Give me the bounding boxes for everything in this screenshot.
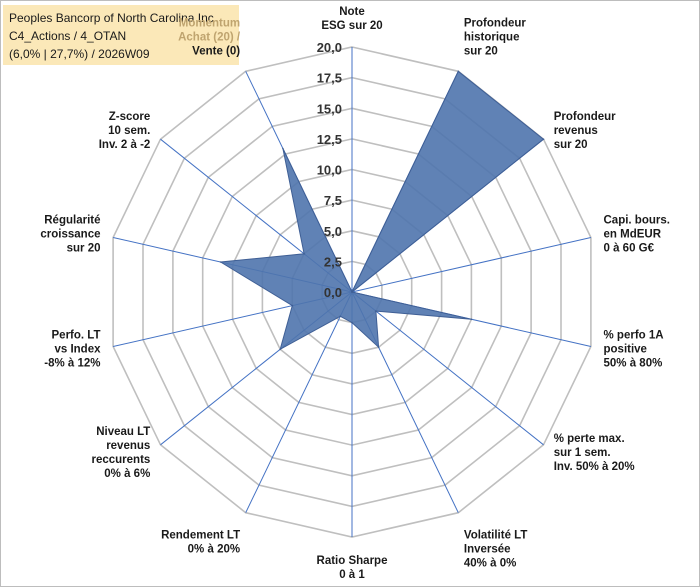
axis-label-line: Inv. 50% à 20%	[554, 461, 635, 473]
axis-label-line: 40% à 0%	[464, 557, 516, 569]
tick-label: 12,5	[317, 132, 342, 147]
axis-label: Note ESG sur 20	[321, 6, 382, 32]
axis-label-line: 50% à 80%	[604, 357, 663, 369]
period-label: (6,0% | 27,7%) / 2026W09	[9, 47, 150, 61]
data-point	[303, 253, 305, 255]
data-point	[375, 310, 377, 312]
data-point	[282, 147, 284, 150]
axis-label: % perfo 1A positive 50% à 80%	[604, 329, 664, 369]
axis-label: Volatilité LT Inversée 40% à 0%	[464, 529, 527, 569]
axis-label-line: Achat (20) /	[178, 32, 241, 44]
axis-label-line: sur 1 sem.	[554, 447, 611, 459]
axis-label-line: Inv. 2 à -2	[99, 139, 151, 151]
data-point	[339, 315, 342, 318]
axis-label-line: % perte max.	[554, 433, 625, 445]
axis-label-line: sur 20	[554, 139, 588, 151]
axis-label: % perte max. sur 1 sem. Inv. 50% à 20%	[554, 433, 635, 473]
axis-spoke	[245, 291, 353, 513]
axis-label-line: Profondeur	[464, 18, 526, 30]
axis-label-line: 0 à 1	[339, 569, 365, 581]
axis-label-line: 0 à 60 G€	[604, 243, 655, 255]
axis-label: Profondeur historique sur 20	[464, 18, 526, 58]
axis-label-line: Perfo. LT	[52, 329, 101, 341]
data-point	[351, 291, 353, 293]
axis-label-line: sur 20	[67, 243, 101, 255]
data-point	[351, 321, 353, 324]
axis-label-line: revenus	[106, 440, 150, 452]
axis-label-line: Volatilité LT	[464, 529, 527, 541]
category-label: C4_Actions / 4_OTAN	[9, 29, 127, 43]
axis-label-line: ESG sur 20	[321, 20, 382, 32]
axis-label: Ratio Sharpe 0 à 1	[317, 555, 388, 581]
axis-spoke	[351, 291, 544, 446]
axis-label-line: 10 sem.	[108, 125, 150, 137]
axis-label: Niveau LT revenus reccurents 0% à 6%	[91, 426, 150, 480]
tick-label: 17,5	[317, 71, 342, 86]
axis-label-line: Inversée	[464, 543, 511, 555]
axis-label-line: Z-score	[109, 111, 151, 123]
axis-label-line: Rendement LT	[161, 529, 240, 541]
tick-label: 15,0	[317, 101, 342, 116]
axis-label: Régularité croissance sur 20	[40, 215, 100, 255]
tick-label: 5,0	[324, 224, 342, 239]
axis-label: Z-score 10 sem. Inv. 2 à -2	[99, 111, 151, 151]
axis-label-line: 0% à 20%	[188, 543, 240, 555]
axis-label-line: historique	[464, 32, 520, 44]
axis-label-line: 0% à 6%	[104, 468, 150, 480]
axis-label-line: Momentum	[179, 18, 240, 30]
data-point	[377, 346, 380, 349]
data-point	[470, 318, 473, 321]
data-point	[457, 70, 460, 73]
axis-label: Rendement LT 0% à 20%	[161, 529, 240, 555]
tick-label: 10,0	[317, 163, 342, 178]
axis-label-line: croissance	[40, 229, 100, 241]
axis-label-line: Vente (0)	[192, 46, 240, 58]
tick-label: 2,5	[324, 254, 342, 269]
data-series-area	[219, 70, 545, 351]
axis-label: Perfo. LT vs Index -8% à 12%	[44, 329, 101, 369]
axis-label: Momentum Achat (20) / Vente (0)	[178, 18, 241, 58]
tick-label: 20,0	[317, 40, 342, 55]
tick-label: 7,5	[324, 193, 342, 208]
axis-label-line: revenus	[554, 125, 598, 137]
axis-label-line: Profondeur	[554, 111, 616, 123]
data-point	[542, 138, 545, 140]
axis-label-line: sur 20	[464, 46, 498, 58]
axis-label-line: Niveau LT	[96, 426, 150, 438]
axis-label-line: Ratio Sharpe	[317, 555, 388, 567]
axis-spoke	[351, 237, 592, 293]
axis-label-line: Note	[339, 6, 365, 18]
axis-label: Capi. bours. en MdEUR 0 à 60 G€	[604, 215, 670, 255]
company-name: Peoples Bancorp of North Carolina Inc	[9, 11, 214, 25]
axis-label: Profondeur revenus sur 20	[554, 111, 616, 151]
axis-label-line: % perfo 1A	[604, 329, 664, 341]
axis-label-line: vs Index	[54, 343, 101, 355]
data-point	[219, 261, 222, 263]
data-point	[279, 348, 282, 351]
axis-label-line: Capi. bours.	[604, 215, 670, 227]
axis-label-line: positive	[604, 343, 647, 355]
data-point	[291, 304, 294, 307]
tick-label: 0,0	[324, 285, 342, 300]
chart-title-box: Peoples Bancorp of North Carolina Inc C4…	[3, 5, 239, 65]
axis-label-line: reccurents	[91, 454, 150, 466]
axis-label-line: Régularité	[44, 215, 100, 227]
axis-label-line: -8% à 12%	[44, 357, 100, 369]
axis-label-line: en MdEUR	[604, 229, 662, 241]
